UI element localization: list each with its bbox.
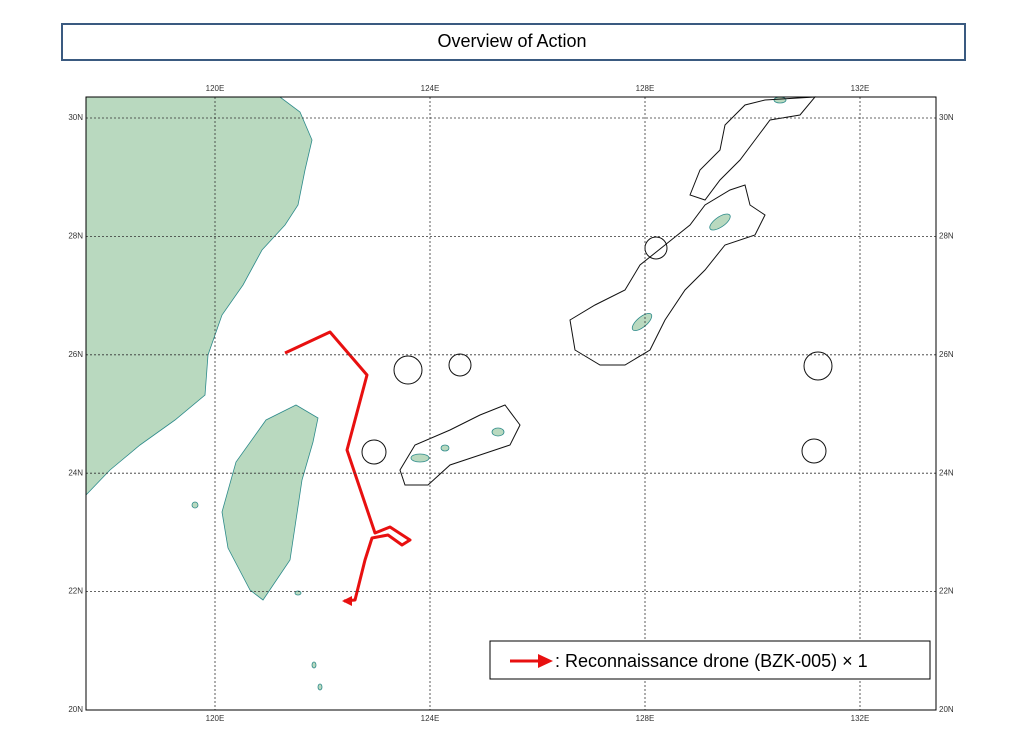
- map-frame: [85, 96, 937, 711]
- lat-label-left: 22N: [68, 587, 83, 596]
- lon-label-top: 128E: [636, 84, 655, 93]
- map: [85, 96, 937, 711]
- lon-label-top: 124E: [421, 84, 440, 93]
- lon-label-bottom: 128E: [636, 714, 655, 723]
- lon-label-bottom: 120E: [206, 714, 225, 723]
- legend-box: [489, 640, 931, 680]
- taiwan: [221, 404, 319, 601]
- lon-label-top: 120E: [206, 84, 225, 93]
- lon-label-top: 132E: [851, 84, 870, 93]
- legend: : Reconnaissance drone (BZK-005) × 1: [489, 640, 931, 680]
- lat-label-right: 20N: [939, 705, 954, 714]
- lat-label-left: 24N: [68, 468, 83, 477]
- lat-label-right: 22N: [939, 587, 954, 596]
- lat-label-left: 30N: [68, 113, 83, 122]
- legend-arrow: [538, 654, 553, 668]
- zones: [361, 96, 833, 486]
- lat-label-right: 24N: [939, 468, 954, 477]
- lat-label-left: 20N: [68, 705, 83, 714]
- lon-label-bottom: 124E: [421, 714, 440, 723]
- lat-label-right: 30N: [939, 113, 954, 122]
- lat-label-left: 28N: [68, 232, 83, 241]
- lat-label-left: 26N: [68, 350, 83, 359]
- lat-label-right: 28N: [939, 232, 954, 241]
- title: Overview of Action: [437, 31, 586, 51]
- title-box: [61, 23, 966, 61]
- legend-label: : Reconnaissance drone (BZK-005) × 1: [555, 651, 868, 671]
- drone-route: [284, 330, 412, 606]
- lon-label-bottom: 132E: [851, 714, 870, 723]
- lat-label-right: 26N: [939, 350, 954, 359]
- mainland: [85, 96, 313, 496]
